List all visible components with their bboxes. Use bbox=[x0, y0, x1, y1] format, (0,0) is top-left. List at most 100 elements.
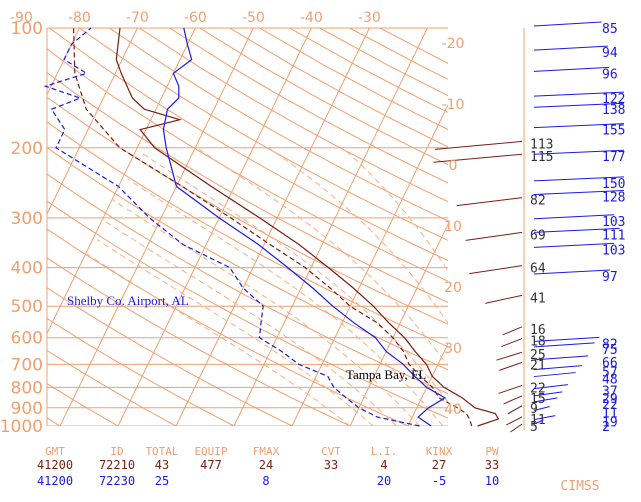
wind-speed-line bbox=[533, 149, 625, 155]
wind-speed-label: 103 bbox=[602, 243, 625, 258]
station-label: Shelby Co. Airport, AL bbox=[67, 293, 189, 308]
wind-speed-line bbox=[533, 102, 625, 108]
wind-speed-label: 111 bbox=[602, 228, 625, 243]
wind-speed-line bbox=[533, 336, 600, 342]
wind-speed-label: 82 bbox=[530, 194, 546, 209]
grid-lines bbox=[47, 28, 448, 426]
wind-speed-line bbox=[533, 397, 558, 403]
indices-cell: 4 bbox=[380, 458, 387, 472]
dry-adiabat-line bbox=[47, 317, 235, 426]
wind-speed-label: 48 bbox=[602, 373, 618, 388]
moist-adiabat-line bbox=[268, 147, 448, 324]
wind-speed-line bbox=[533, 342, 595, 348]
indices-header: CVT bbox=[321, 445, 341, 458]
dry-adiabat-line bbox=[47, 121, 448, 348]
skewed-temperature-label: -20 bbox=[442, 36, 465, 52]
temperature-axis-label: -90 bbox=[10, 10, 33, 26]
pressure-tick-label: 700 bbox=[11, 355, 43, 375]
indices-header: L.I. bbox=[371, 445, 398, 458]
dry-adiabat-line bbox=[47, 147, 448, 371]
wind-speed-label: 96 bbox=[602, 67, 618, 82]
wind-speed-label: 138 bbox=[602, 103, 625, 118]
indices-table: GMT ID TOTAL EQUIP FMAX CVT L.I. KINX PW 41200 722… bbox=[37, 445, 600, 494]
indices-cell: 41200 bbox=[37, 474, 73, 488]
wind-speed-label: 69 bbox=[530, 228, 546, 243]
dry-adiabat-line bbox=[139, 28, 448, 203]
chart-grid bbox=[46, 27, 448, 426]
dewpoint-profile-line bbox=[43, 27, 420, 427]
wind-speed-line bbox=[498, 384, 523, 394]
indices-header: TOTAL bbox=[145, 445, 178, 458]
indices-cell: -5 bbox=[432, 474, 446, 488]
wind-speed-label: 82 bbox=[602, 337, 618, 352]
wind-speed-line bbox=[533, 242, 615, 248]
indices-cell: 33 bbox=[485, 458, 499, 472]
temperature-axis-label: -60 bbox=[184, 10, 207, 26]
indices-cell: 8 bbox=[262, 474, 269, 488]
isotherm-line bbox=[291, 103, 448, 426]
dry-adiabat-line bbox=[47, 349, 177, 426]
wind-column: 5119152221251816416469821151132191122293… bbox=[433, 21, 625, 435]
moist-adiabat-line bbox=[96, 239, 374, 426]
indices-header: PW bbox=[485, 445, 499, 458]
pressure-tick-label: 1000 bbox=[0, 417, 43, 437]
pressure-tick-label: 900 bbox=[11, 399, 43, 419]
wind-speed-label: 2 bbox=[602, 420, 610, 435]
wind-speed-label: 85 bbox=[602, 22, 618, 37]
wind-speed-label: 5 bbox=[530, 420, 538, 435]
indices-header: GMT bbox=[45, 445, 65, 458]
wind-speed-line bbox=[510, 423, 523, 433]
indices-cell: 33 bbox=[324, 458, 338, 472]
credit-label: CIMSS bbox=[560, 479, 599, 494]
moist-adiabat-line bbox=[86, 253, 351, 426]
wind-speed-line bbox=[496, 351, 523, 361]
isotherm-line bbox=[47, 28, 138, 216]
wind-speed-label: 22 bbox=[602, 398, 618, 413]
wind-speed-label: 66 bbox=[602, 356, 618, 371]
wind-speed-label: 29 bbox=[602, 392, 618, 407]
sounding-profiles bbox=[43, 27, 500, 427]
wind-speed-label: 18 bbox=[530, 335, 546, 350]
wind-speed-line bbox=[469, 265, 523, 275]
wind-speed-line bbox=[433, 153, 523, 163]
wind-speed-line bbox=[507, 405, 523, 415]
indices-cell: 24 bbox=[259, 458, 273, 472]
dry-adiabat-line bbox=[47, 200, 448, 419]
dry-adiabat-line bbox=[47, 72, 448, 303]
indices-header: FMAX bbox=[253, 445, 280, 458]
indices-header: KINX bbox=[426, 445, 453, 458]
pressure-tick-label: 400 bbox=[11, 259, 43, 279]
dry-adiabat-line bbox=[49, 28, 448, 262]
skewed-temperature-label: 20 bbox=[444, 280, 462, 296]
wind-speed-line bbox=[533, 372, 576, 378]
temperature-axis-label: -50 bbox=[242, 10, 265, 26]
moist-adiabat-line bbox=[127, 178, 444, 426]
wind-speed-line bbox=[485, 294, 523, 304]
indices-cell: 10 bbox=[485, 474, 499, 488]
temperature-profile-line bbox=[162, 27, 447, 427]
indices-cell: 43 bbox=[155, 458, 169, 472]
dry-adiabat-line bbox=[109, 28, 448, 222]
dry-adiabat-line bbox=[47, 173, 448, 395]
moist-adiabat-line bbox=[196, 147, 448, 367]
wind-speed-label: 113 bbox=[530, 137, 553, 152]
isotherm-line bbox=[407, 342, 448, 426]
wind-speed-label: 19 bbox=[602, 416, 618, 431]
temperature-axis-label: -30 bbox=[358, 10, 381, 26]
temperature-axis-label: -80 bbox=[68, 10, 91, 26]
indices-cell: 27 bbox=[432, 458, 446, 472]
wind-speed-line bbox=[533, 415, 556, 421]
pressure-tick-label: 200 bbox=[11, 139, 43, 159]
dry-adiabat-line bbox=[79, 28, 448, 241]
skewed-temperature-label: -10 bbox=[442, 97, 465, 113]
wind-speed-line bbox=[533, 406, 550, 412]
wind-speed-line bbox=[503, 395, 523, 405]
wind-speed-line bbox=[533, 189, 625, 195]
indices-cell: 72230 bbox=[99, 474, 135, 488]
wind-speed-label: 103 bbox=[602, 215, 625, 230]
skewed-temperature-label: 40 bbox=[444, 402, 462, 418]
wind-speed-line bbox=[533, 123, 625, 129]
wind-speed-line bbox=[506, 416, 523, 426]
wind-speed-line bbox=[533, 365, 582, 371]
